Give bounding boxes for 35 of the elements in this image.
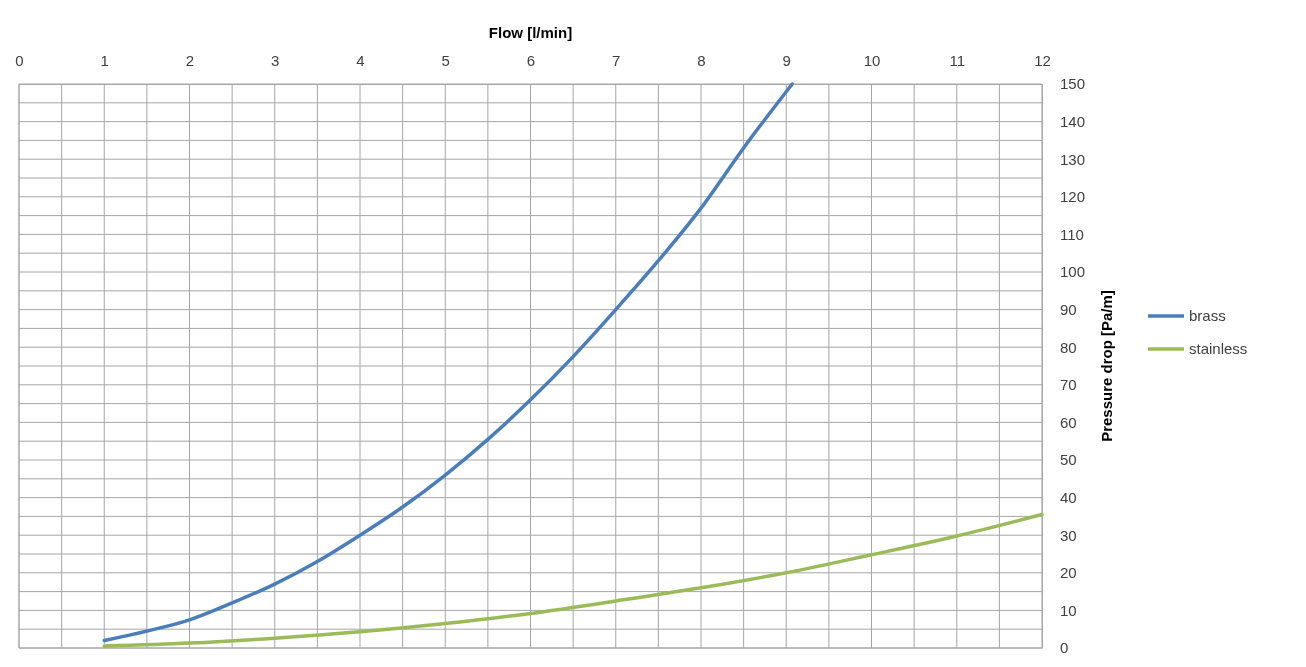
- y-tick-label: 110: [1060, 225, 1084, 243]
- x-tick-label: 0: [15, 52, 24, 69]
- x-tick-label: 11: [949, 52, 966, 69]
- x-tick-label: 6: [526, 52, 536, 69]
- y-tick-label: 90: [1060, 300, 1077, 318]
- y-tick-label: 140: [1060, 112, 1086, 130]
- y-tick-label: 150: [1060, 75, 1086, 93]
- y-tick-label: 60: [1060, 413, 1077, 431]
- x-tick-label: 1: [100, 52, 109, 69]
- x-tick-label: 9: [782, 52, 791, 69]
- x-tick-label: 3: [271, 52, 280, 69]
- line-series: [102, 82, 794, 643]
- y-tick-label: 10: [1060, 601, 1077, 619]
- y-tick-label: 100: [1060, 263, 1086, 281]
- y-tick-label: 30: [1060, 526, 1077, 544]
- x-axis-title: Flow [l/min]: [488, 24, 573, 41]
- y-tick-label: 70: [1060, 376, 1077, 394]
- y-axis-title: Pressure drop [Pa/m]: [1098, 290, 1115, 442]
- y-tick-label: 40: [1060, 488, 1077, 506]
- y-tick-label: 20: [1060, 564, 1077, 582]
- legend-label: stainless: [1189, 340, 1248, 358]
- y-tick-label: 80: [1060, 338, 1077, 356]
- x-tick-label: 10: [863, 52, 881, 69]
- y-tick-label: 0: [1060, 639, 1069, 657]
- y-tick-label: 120: [1060, 188, 1086, 206]
- x-tick-label: 2: [185, 52, 195, 69]
- x-tick-label: 7: [612, 52, 621, 69]
- y-tick-label: 130: [1060, 150, 1086, 168]
- y-tick-label: 50: [1060, 451, 1077, 469]
- x-tick-label: 5: [441, 52, 450, 69]
- x-tick-label: 8: [697, 52, 706, 69]
- line-series: [102, 512, 1044, 648]
- x-tick-label: 12: [1034, 52, 1051, 69]
- x-tick-label: 4: [356, 52, 365, 69]
- legend-label: brass: [1189, 307, 1226, 325]
